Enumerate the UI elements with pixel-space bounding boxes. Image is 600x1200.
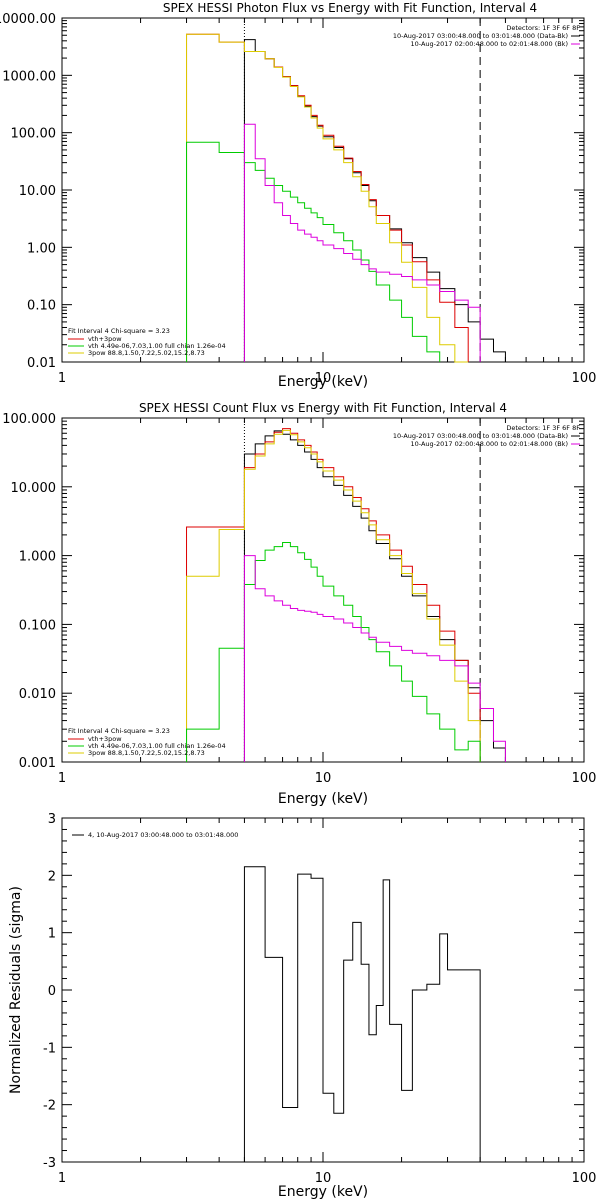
y-tick-label: 100.00 (11, 127, 57, 142)
x-tick-label: 1 (58, 771, 66, 786)
count-flux-y-tick-labels: 0.001 0.010 0.100 1.000 10.000 100.000 (2, 412, 56, 771)
fit-info-header: Fit Interval 4 Chi-square = 3.23 (68, 327, 170, 335)
x-tick-label: 1 (58, 371, 66, 386)
series-line-0 (243, 430, 506, 762)
count-flux-x-axis-label: Energy (keV) (278, 791, 368, 807)
count-flux-info: Detectors: 1F 3F 6F 8F 10-Aug-2017 03:00… (393, 424, 580, 448)
fit-info-line3: 3pow 88.8,1.50,7.22,5.02,15.2,8.73 (88, 349, 205, 357)
detectors-label: Detectors: 1F 3F 6F 8F (506, 24, 580, 32)
count-flux-series (186, 428, 506, 762)
photon-flux-title: SPEX HESSI Photon Flux vs Energy with Fi… (163, 1, 537, 15)
x-tick-label: 100 (572, 1171, 597, 1186)
data-interval-label: 10-Aug-2017 03:00:48.000 to 03:01:48.000… (393, 32, 568, 40)
count-flux-x-tick-labels: 1 10 100 (58, 771, 597, 786)
series-line-3 (186, 542, 481, 762)
photon-flux-panel: SPEX HESSI Photon Flux vs Energy with Fi… (0, 1, 596, 390)
series-line-2 (186, 33, 469, 363)
residuals-legend: 4, 10-Aug-2017 03:00:48.000 to 03:01:48.… (72, 831, 238, 839)
photon-flux-fit-info: Fit Interval 4 Chi-square = 3.23 vth+3po… (68, 327, 226, 357)
fit-info-header: Fit Interval 4 Chi-square = 3.23 (68, 727, 170, 735)
residuals-series (243, 866, 481, 1162)
y-tick-label: 0 (48, 984, 56, 999)
count-flux-vlines (243, 418, 481, 762)
residuals-legend-label: 4, 10-Aug-2017 03:00:48.000 to 03:01:48.… (88, 831, 238, 839)
y-tick-label: 0.01 (27, 356, 56, 371)
y-tick-label: 1 (48, 927, 56, 942)
photon-flux-vlines (243, 18, 481, 362)
x-tick-label: 100 (572, 371, 597, 386)
fit-info-line2: vth 4.49e-06,7.03,1.00 full chian 1.26e-… (88, 742, 226, 750)
series-line-0 (243, 39, 506, 362)
y-tick-label: 2 (48, 869, 56, 884)
residuals-x-tick-labels: 1 10 100 (58, 1171, 597, 1186)
series-line-2 (186, 429, 481, 762)
y-tick-label: 10.00 (19, 184, 56, 199)
count-flux-title: SPEX HESSI Count Flux vs Energy with Fit… (139, 401, 507, 415)
fit-info-line3: 3pow 88.8,1.50,7.22,5.02,15.2,8.73 (88, 749, 205, 757)
y-tick-label: 1.00 (27, 241, 56, 256)
fit-info-line1: vth+3pow (88, 335, 122, 343)
fit-info-line1: vth+3pow (88, 735, 122, 743)
x-tick-label: 100 (572, 771, 597, 786)
y-tick-label: -2 (43, 1099, 56, 1114)
residuals-line (243, 866, 481, 1162)
photon-flux-x-axis-label: Energy (keV) (278, 374, 368, 390)
count-flux-ticks (61, 417, 585, 763)
y-tick-label: -1 (43, 1041, 56, 1056)
series-line-1 (186, 33, 469, 362)
x-tick-label: 10 (315, 771, 332, 786)
series-line-3 (186, 141, 441, 362)
photon-flux-series (186, 33, 506, 363)
residuals-panel: -3 -2 -1 0 1 2 3 1 10 100 Energy (keV) N… (8, 812, 596, 1200)
y-tick-label: 1000.00 (2, 69, 56, 84)
photon-flux-ticks (61, 17, 585, 363)
count-flux-fit-info: Fit Interval 4 Chi-square = 3.23 vth+3po… (68, 727, 226, 757)
y-tick-label: 100.000 (2, 412, 56, 427)
y-tick-label: 3 (48, 812, 56, 827)
y-tick-label: 0.10 (27, 299, 56, 314)
fit-info-line2: vth 4.49e-06,7.03,1.00 full chian 1.26e-… (88, 342, 226, 350)
residuals-y-axis-label: Normalized Residuals (sigma) (8, 886, 24, 1094)
series-line-4 (243, 555, 506, 762)
residuals-y-tick-labels: -3 -2 -1 0 1 2 3 (43, 812, 56, 1171)
count-flux-panel: SPEX HESSI Count Flux vs Energy with Fit… (2, 401, 596, 807)
x-tick-label: 10 (315, 1171, 332, 1186)
series-line-4 (243, 123, 481, 362)
photon-flux-plot-area (61, 17, 585, 363)
residuals-x-axis-label: Energy (keV) (278, 1184, 368, 1200)
y-tick-label: 0.001 (19, 756, 56, 771)
background-interval-label: 10-Aug-2017 02:00:48.000 to 02:01:48.000… (411, 440, 568, 448)
x-tick-label: 1 (58, 1171, 66, 1186)
y-tick-label: -3 (43, 1156, 56, 1171)
y-tick-label: 0.010 (19, 687, 56, 702)
photon-flux-x-tick-labels: 1 10 100 (58, 371, 597, 386)
photon-flux-y-tick-labels: 0.01 0.10 1.00 10.00 100.00 1000.00 1000… (0, 12, 56, 371)
background-interval-label: 10-Aug-2017 02:00:48.000 to 02:01:48.000… (411, 40, 568, 48)
detectors-label: Detectors: 1F 3F 6F 8F (506, 424, 580, 432)
x-tick-label: 10 (315, 371, 332, 386)
y-tick-label: 1.000 (19, 550, 56, 565)
photon-flux-info: Detectors: 1F 3F 6F 8F 10-Aug-2017 03:00… (393, 24, 580, 48)
y-tick-label: 10.000 (11, 481, 57, 496)
y-tick-label: 10000.00 (0, 12, 56, 27)
y-tick-label: 0.100 (19, 618, 56, 633)
data-interval-label: 10-Aug-2017 03:00:48.000 to 03:01:48.000… (393, 432, 568, 440)
